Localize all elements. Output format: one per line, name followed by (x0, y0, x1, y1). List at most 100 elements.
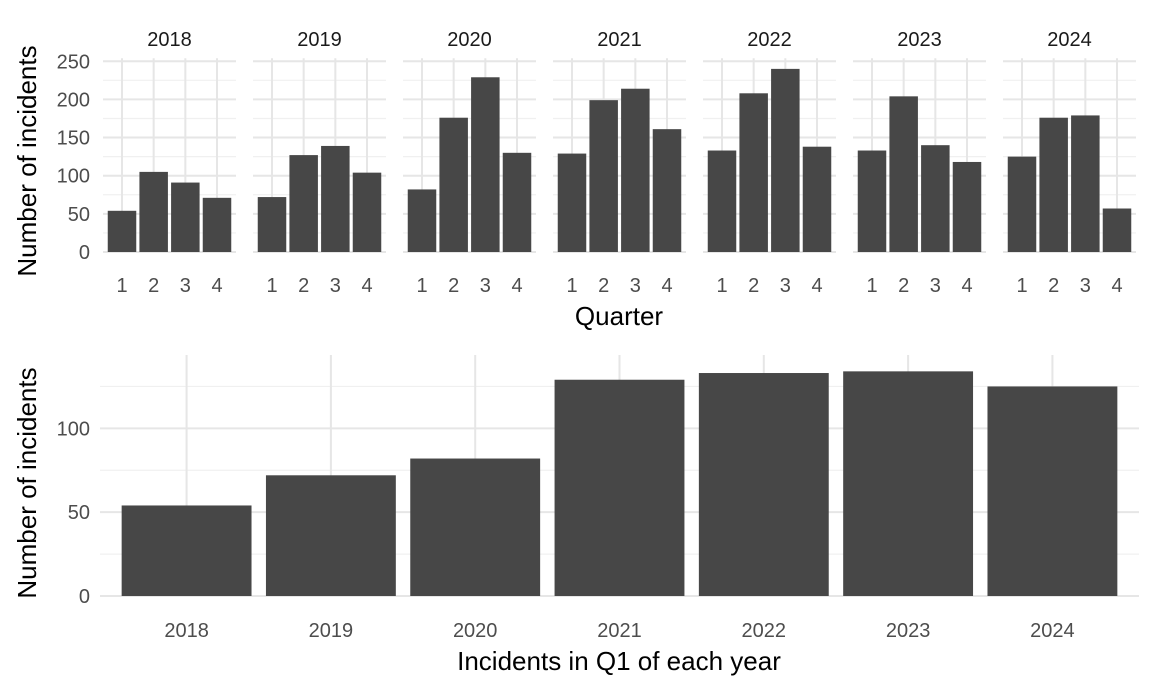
facet-strip-label: 2020 (447, 29, 492, 51)
x-tick-label: 2022 (742, 620, 787, 642)
x-tick-label: 2 (598, 275, 609, 297)
bar (289, 155, 318, 252)
bar (139, 171, 168, 252)
x-tick-label: 2021 (597, 620, 642, 642)
bar (987, 386, 1118, 596)
y-tick-label: 250 (57, 51, 90, 73)
x-tick-label: 1 (716, 275, 727, 297)
y-tick-label: 150 (57, 128, 90, 150)
x-tick-label: 3 (780, 275, 791, 297)
facet-panel: 1 2 3 4 2023 (853, 29, 986, 297)
facet-panel: 1 2 3 4 2024 (1003, 29, 1136, 297)
facet-strip-label: 2018 (147, 29, 192, 51)
facet-strip-label: 2022 (747, 29, 792, 51)
y-tick-label: 200 (57, 89, 90, 111)
x-tick-label: 4 (511, 275, 522, 297)
q1-by-year-chart: 2018 2019 2020 2021 2022 2023 2024 0 50 100 (57, 355, 1139, 642)
y-tick-label: 50 (68, 204, 90, 226)
x-tick-label: 4 (1111, 275, 1122, 297)
facet-strip-label: 2021 (597, 29, 642, 51)
facet-panel: 1 2 3 4 2022 (703, 29, 836, 297)
bar (265, 475, 396, 596)
bar (202, 197, 232, 252)
top-x-axis-title: Quarter (575, 301, 663, 331)
facet-panel: 1 2 3 4 2018 (103, 29, 236, 297)
bar (439, 117, 468, 252)
x-tick-label: 2018 (164, 620, 209, 642)
x-tick-label: 1 (416, 275, 427, 297)
facet-strip-label: 2023 (897, 29, 942, 51)
x-tick-label: 2 (448, 275, 459, 297)
top-y-axis-title: Number of incidents (12, 45, 42, 276)
bar (1039, 117, 1068, 252)
x-tick-label: 2 (298, 275, 309, 297)
x-tick-label: 4 (211, 275, 222, 297)
x-tick-label: 4 (811, 275, 822, 297)
bar (257, 197, 287, 252)
x-tick-label: 2020 (453, 620, 498, 642)
facet-strip-label: 2019 (297, 29, 342, 51)
bar (171, 182, 200, 252)
bar (621, 88, 650, 252)
bar (502, 152, 532, 252)
bar (1071, 115, 1100, 252)
x-tick-label: 4 (961, 275, 972, 297)
bar (352, 172, 382, 252)
bar (952, 161, 982, 252)
x-tick-label: 3 (330, 275, 341, 297)
x-tick-label: 1 (266, 275, 277, 297)
y-tick-label: 100 (57, 418, 90, 440)
x-tick-label: 1 (566, 275, 577, 297)
x-tick-label: 3 (630, 275, 641, 297)
bar (321, 145, 350, 252)
x-tick-label: 2 (748, 275, 759, 297)
bar (698, 373, 829, 596)
x-tick-label: 4 (361, 275, 372, 297)
bar (121, 505, 252, 596)
facet-panel: 1 2 3 4 2019 (253, 29, 386, 297)
bar (843, 371, 974, 596)
bottom-y-axis-title: Number of incidents (12, 367, 42, 598)
bar (771, 68, 800, 252)
bar (857, 150, 887, 252)
bar (107, 210, 137, 252)
bar (652, 129, 682, 252)
bar (557, 153, 587, 252)
x-tick-label: 2 (898, 275, 909, 297)
bar (889, 96, 918, 253)
x-tick-label: 2024 (1030, 620, 1075, 642)
y-tick-label: 0 (79, 586, 90, 608)
x-tick-label: 1 (116, 275, 127, 297)
x-tick-label: 2 (148, 275, 159, 297)
bar (410, 458, 541, 596)
bar (471, 77, 500, 252)
x-tick-label: 1 (1016, 275, 1027, 297)
bar (802, 146, 832, 252)
bar (707, 150, 737, 252)
x-tick-label: 3 (1080, 275, 1091, 297)
bar (1007, 156, 1037, 252)
x-tick-label: 2019 (309, 620, 354, 642)
x-tick-label: 4 (661, 275, 672, 297)
bottom-x-axis-title: Incidents in Q1 of each year (457, 646, 781, 676)
x-tick-label: 3 (180, 275, 191, 297)
facet-panel: 1 2 3 4 2021 (553, 29, 686, 297)
y-tick-label: 100 (57, 166, 90, 188)
bar (554, 379, 685, 596)
x-tick-label: 3 (930, 275, 941, 297)
x-tick-label: 2 (1048, 275, 1059, 297)
bar (921, 145, 950, 252)
bar (407, 189, 437, 252)
facet-strip-label: 2024 (1047, 29, 1092, 51)
x-tick-label: 3 (480, 275, 491, 297)
x-tick-label: 2023 (886, 620, 931, 642)
y-tick-label: 0 (79, 242, 90, 264)
bar (739, 93, 768, 253)
x-tick-label: 1 (866, 275, 877, 297)
bar (1102, 208, 1132, 252)
y-tick-label: 50 (68, 502, 90, 524)
facet-panel: 1 2 3 4 2020 (403, 29, 536, 297)
bar (589, 100, 618, 253)
